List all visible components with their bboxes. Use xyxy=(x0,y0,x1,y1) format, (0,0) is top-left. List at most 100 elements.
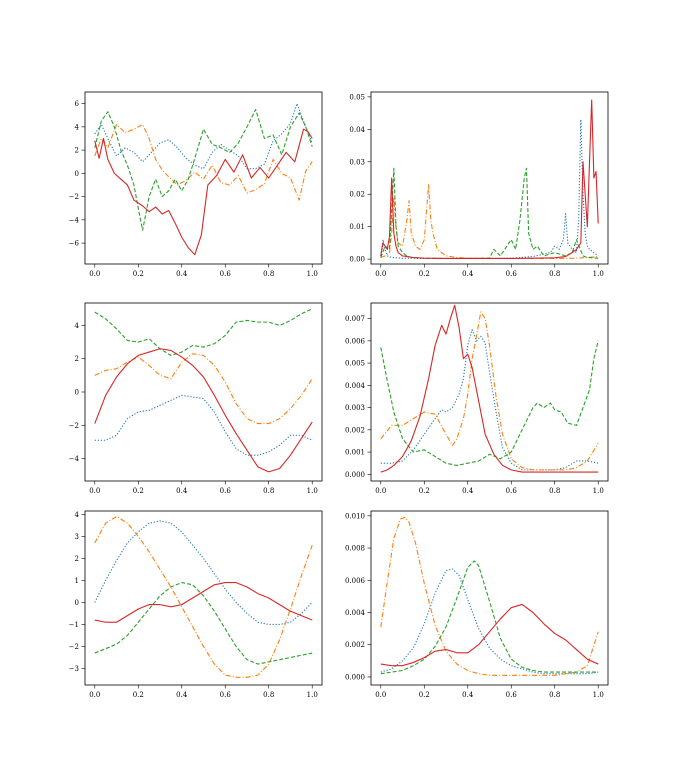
x-tick-label: 0.8 xyxy=(263,691,274,699)
y-tick-label: 0.005 xyxy=(345,360,365,368)
x-tick-label: 0.2 xyxy=(419,487,430,495)
y-tick-label: −2 xyxy=(69,193,79,201)
y-tick-label: 2 xyxy=(75,355,79,363)
y-tick-label: 0.004 xyxy=(345,382,366,390)
subplot-4: 0.0 0.2 0.4 0.6 0.8 1.0 0.000 0.001 0.002 0.003 0.… xyxy=(345,302,609,495)
y-tick-label: 0.000 xyxy=(345,673,365,681)
y-tick-label: 0.03 xyxy=(349,158,365,166)
series-line-2 xyxy=(94,353,313,425)
y-tick-label: 2 xyxy=(75,555,79,563)
y-tick-label: 0.003 xyxy=(345,404,365,412)
y-tick-label: 0.002 xyxy=(345,426,365,434)
x-tick-label: 0.2 xyxy=(133,691,144,699)
x-tick-label: 0.8 xyxy=(549,487,560,495)
y-tick-label: 0.000 xyxy=(345,471,365,479)
series-line-3 xyxy=(380,167,599,260)
subplot-5: 0.0 0.2 0.4 0.6 0.8 1.0 −3 −2 −1 0 1 2 3 4 xyxy=(69,510,323,699)
x-tick-label: 0.0 xyxy=(89,487,100,495)
x-tick-label: 1.0 xyxy=(307,270,318,278)
axes-frame xyxy=(84,91,323,265)
subplot-2: 0.0 0.2 0.4 0.6 0.8 1.0 0.00 0.01 0.02 0.03 0.04 0.… xyxy=(349,91,609,278)
series-line-1 xyxy=(94,103,313,170)
y-tick-label: −6 xyxy=(69,240,80,248)
x-tick-label: 0.0 xyxy=(375,487,386,495)
series-line-2 xyxy=(94,515,313,678)
y-tick-label: −4 xyxy=(69,216,80,224)
x-tick-label: 1.0 xyxy=(593,270,604,278)
series-line-1 xyxy=(380,119,599,260)
y-tick-label: 0.010 xyxy=(345,512,365,520)
y-tick-label: 0.04 xyxy=(349,126,365,134)
x-tick-label: 0.6 xyxy=(220,691,232,699)
y-tick-label: 4 xyxy=(75,123,80,131)
x-tick-label: 1.0 xyxy=(307,691,318,699)
y-tick-label: 0.00 xyxy=(349,256,365,264)
y-tick-label: 0.006 xyxy=(345,337,366,345)
x-tick-label: 0.8 xyxy=(263,487,274,495)
x-tick-label: 0.0 xyxy=(375,270,386,278)
series-line-2 xyxy=(380,516,599,676)
series-line-3 xyxy=(380,340,599,466)
x-tick-label: 1.0 xyxy=(593,487,604,495)
series-line-4 xyxy=(380,304,599,473)
axes-frame xyxy=(370,91,609,265)
y-tick-label: −2 xyxy=(69,422,79,430)
x-tick-label: 0.2 xyxy=(133,270,144,278)
series-line-3 xyxy=(94,108,313,231)
y-tick-label: 0.001 xyxy=(345,449,365,457)
x-tick-label: 0.4 xyxy=(176,487,188,495)
x-tick-label: 0.8 xyxy=(263,270,274,278)
x-tick-label: 0.4 xyxy=(176,691,188,699)
series-line-3 xyxy=(380,560,599,675)
y-tick-label: 0.02 xyxy=(349,191,365,199)
axes-frame xyxy=(370,302,609,482)
x-tick-label: 0.0 xyxy=(375,691,386,699)
x-tick-label: 1.0 xyxy=(593,691,604,699)
x-tick-label: 0.4 xyxy=(462,270,474,278)
x-tick-label: 0.0 xyxy=(89,270,100,278)
x-tick-label: 0.0 xyxy=(89,691,100,699)
x-tick-label: 0.4 xyxy=(176,270,188,278)
x-tick-label: 0.8 xyxy=(549,270,560,278)
y-tick-label: 4 xyxy=(75,322,80,330)
y-tick-label: 0 xyxy=(75,170,79,178)
series-line-4 xyxy=(380,603,599,667)
x-tick-label: 0.2 xyxy=(419,270,430,278)
y-tick-label: 4 xyxy=(75,511,80,519)
x-tick-label: 0.4 xyxy=(462,487,474,495)
y-tick-label: 0 xyxy=(75,599,79,607)
y-tick-label: −2 xyxy=(69,643,79,651)
x-tick-label: 0.6 xyxy=(220,487,232,495)
series-line-1 xyxy=(380,568,599,675)
y-tick-label: 0.006 xyxy=(345,577,366,585)
y-tick-label: 2 xyxy=(75,147,79,155)
y-tick-label: −4 xyxy=(69,455,80,463)
y-tick-label: 6 xyxy=(75,100,80,108)
series-line-4 xyxy=(94,582,313,623)
subplot-3: 0.0 0.2 0.4 0.6 0.8 1.0 −4 −2 0 2 4 xyxy=(69,302,323,495)
series-line-4 xyxy=(94,348,313,473)
series-line-4 xyxy=(94,128,313,256)
x-tick-label: 0.2 xyxy=(133,487,144,495)
y-tick-label: 0.01 xyxy=(349,223,365,231)
x-tick-label: 0.8 xyxy=(549,691,560,699)
y-tick-label: 0 xyxy=(75,389,79,397)
y-tick-label: 0.004 xyxy=(345,609,366,617)
series-line-2 xyxy=(94,123,313,201)
y-tick-label: 0.002 xyxy=(345,641,365,649)
axes-frame xyxy=(84,510,323,686)
y-tick-label: 3 xyxy=(75,533,79,541)
y-tick-label: 0.05 xyxy=(349,93,365,101)
x-tick-label: 1.0 xyxy=(307,487,318,495)
y-tick-label: −3 xyxy=(69,665,79,673)
series-line-3 xyxy=(94,582,313,665)
x-tick-label: 0.2 xyxy=(419,691,430,699)
series-line-3 xyxy=(94,308,313,356)
subplot-6: 0.0 0.2 0.4 0.6 0.8 1.0 0.000 0.002 0.004 0.006 0.… xyxy=(345,510,609,699)
x-tick-label: 0.6 xyxy=(506,270,518,278)
y-tick-label: −1 xyxy=(69,621,79,629)
series-line-2 xyxy=(380,311,599,471)
series-line-4 xyxy=(380,99,599,260)
y-tick-label: 0.008 xyxy=(345,545,365,553)
